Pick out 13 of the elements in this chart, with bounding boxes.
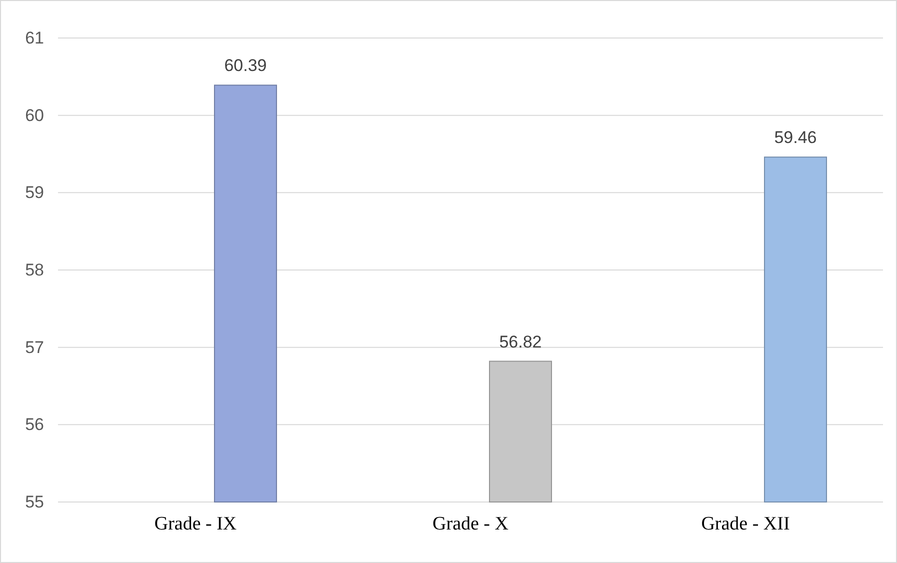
x-tick-label: Grade - X: [432, 513, 509, 534]
y-tick-label: 58: [25, 260, 44, 280]
x-tick-label: Grade - XII: [701, 513, 790, 534]
y-tick-label: 59: [25, 183, 44, 202]
data-label: 56.82: [499, 332, 542, 352]
data-label: 59.46: [774, 128, 817, 148]
y-tick-label: 55: [25, 492, 44, 512]
y-tick-label: 57: [25, 338, 44, 357]
y-tick-label: 56: [25, 415, 44, 434]
data-label: 60.39: [224, 56, 267, 76]
x-tick-label: Grade - IX: [154, 513, 237, 534]
y-tick-label: 60: [25, 106, 44, 125]
y-tick-label: 61: [25, 28, 44, 48]
